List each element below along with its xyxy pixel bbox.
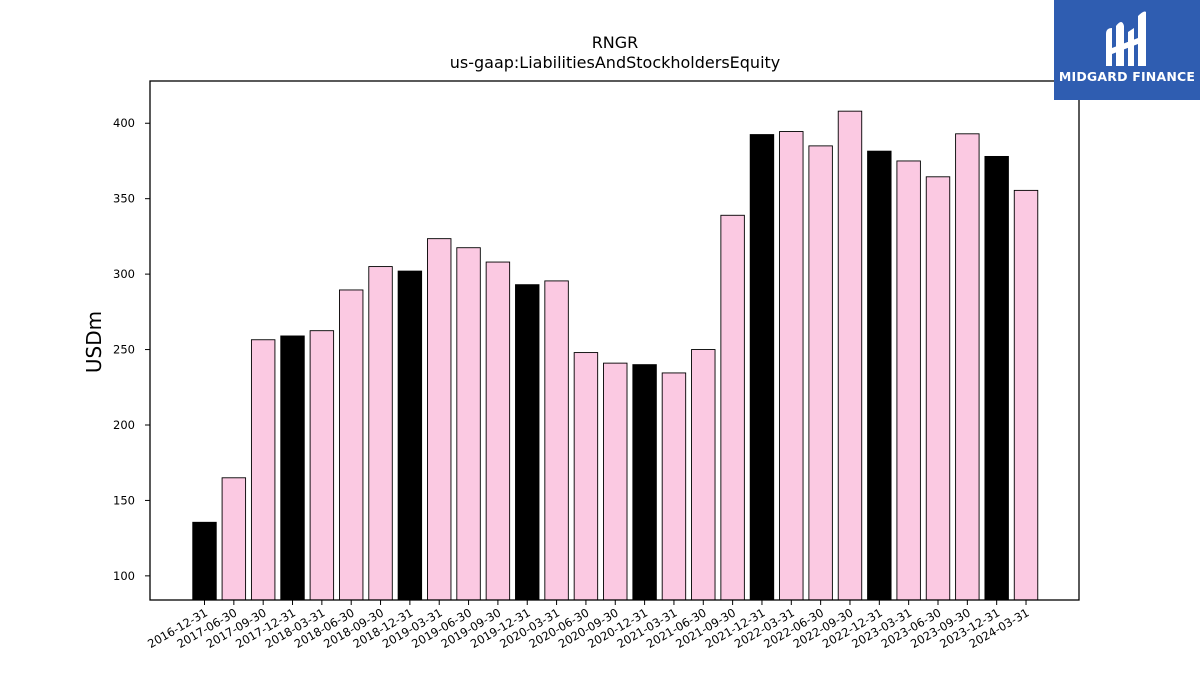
- bar-2020-06-30: [573, 352, 599, 601]
- bar-2017-09-30: [250, 339, 276, 601]
- bar-2018-09-30: [368, 266, 393, 601]
- bar-2022-03-31: [779, 131, 804, 601]
- bar-2019-03-31: [427, 238, 452, 601]
- y-tick-label: 200: [113, 418, 135, 432]
- bar-2023-12-31: [984, 155, 1009, 601]
- x-axis-ticks: 2016-12-312017-06-302017-09-302017-12-31…: [145, 600, 1032, 651]
- bar-2024-03-31: [1013, 189, 1039, 601]
- bar-2020-12-31: [632, 364, 657, 601]
- bar-2019-12-31: [515, 284, 540, 601]
- bar-2017-06-30: [221, 477, 247, 601]
- y-axis-label: USDm: [82, 311, 106, 373]
- y-tick-label: 300: [113, 267, 135, 281]
- bar-2020-09-30: [603, 362, 628, 601]
- bar-2021-12-31: [749, 134, 775, 601]
- bar-2018-03-31: [309, 330, 335, 601]
- midgard-finance-logo: MIDGARD FINANCE: [1054, 0, 1200, 100]
- bar-2019-06-30: [456, 247, 481, 601]
- bar-2016-12-31: [192, 521, 217, 601]
- bar-2023-03-31: [896, 160, 921, 601]
- bar-2023-09-30: [955, 133, 980, 601]
- bar-2021-06-30: [691, 349, 716, 601]
- bar-2021-03-31: [661, 372, 687, 601]
- midgard-logo-icon: [1106, 11, 1146, 66]
- bar-2022-09-30: [837, 110, 863, 601]
- plot-frame: [149, 80, 1080, 601]
- bar-2018-12-31: [397, 270, 423, 601]
- y-tick-label: 150: [113, 493, 135, 507]
- y-tick-label: 250: [113, 343, 135, 357]
- y-tick-label: 350: [113, 192, 135, 206]
- chart-subtitle: us-gaap:LiabilitiesAndStockholdersEquity: [450, 53, 781, 72]
- y-tick-label: 400: [113, 116, 135, 130]
- bar-2017-12-31: [280, 335, 305, 601]
- bar-2022-06-30: [808, 145, 833, 601]
- y-axis-ticks: 100 150 200 250 300 350 400: [113, 116, 150, 583]
- bars-group: [192, 110, 1039, 601]
- bar-2022-12-31: [867, 150, 892, 601]
- logo-text: MIDGARD FINANCE: [1058, 69, 1196, 84]
- bar-2019-09-30: [485, 261, 511, 601]
- bar-2021-09-30: [720, 214, 745, 601]
- y-tick-label: 100: [113, 569, 135, 583]
- bar-2018-06-30: [339, 289, 364, 601]
- bar-2023-06-30: [925, 176, 951, 601]
- chart-title: RNGR: [592, 33, 639, 52]
- bar-2020-03-31: [544, 280, 569, 601]
